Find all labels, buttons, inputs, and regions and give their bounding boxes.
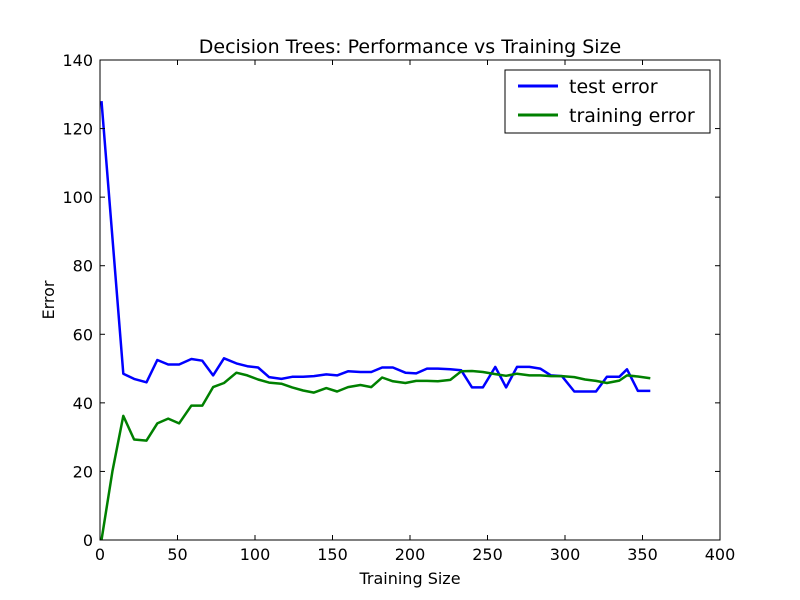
y-tick-label: 120 <box>62 120 93 139</box>
plot-frame <box>99 59 721 541</box>
x-tick-label: 150 <box>317 545 348 564</box>
y-tick-label: 100 <box>62 188 93 207</box>
legend-label-training-error: training error <box>569 105 695 127</box>
x-tick-label: 0 <box>95 545 105 564</box>
x-axis-label: Training Size <box>358 569 460 588</box>
ticks-layer: 0 50 100 150 200 250 300 350 400 0 20 40 60 80 100 120 1… <box>62 51 735 564</box>
x-tick-label: 250 <box>472 545 503 564</box>
x-tick-label: 200 <box>395 545 426 564</box>
x-tick-label: 50 <box>167 545 187 564</box>
series-line-test-error <box>100 101 651 393</box>
plot-layer <box>100 101 651 541</box>
x-tick-label: 350 <box>627 545 658 564</box>
legend-box <box>504 69 711 134</box>
y-tick-label: 60 <box>73 325 93 344</box>
y-tick-label: 20 <box>73 462 93 481</box>
y-axis-label: Error <box>39 280 58 319</box>
chart-title: Decision Trees: Performance vs Training … <box>199 36 622 58</box>
y-tick-label: 40 <box>73 394 93 413</box>
x-tick-label: 300 <box>550 545 581 564</box>
y-tick-label: 80 <box>73 257 93 276</box>
y-tick-label: 140 <box>62 51 93 70</box>
y-tick-label: 0 <box>83 531 93 550</box>
x-tick-label: 400 <box>705 545 736 564</box>
legend-label-test-error: test error <box>569 76 658 98</box>
legend: test error training error <box>504 69 711 134</box>
series-line-training-error <box>100 369 651 541</box>
x-tick-label: 100 <box>240 545 271 564</box>
